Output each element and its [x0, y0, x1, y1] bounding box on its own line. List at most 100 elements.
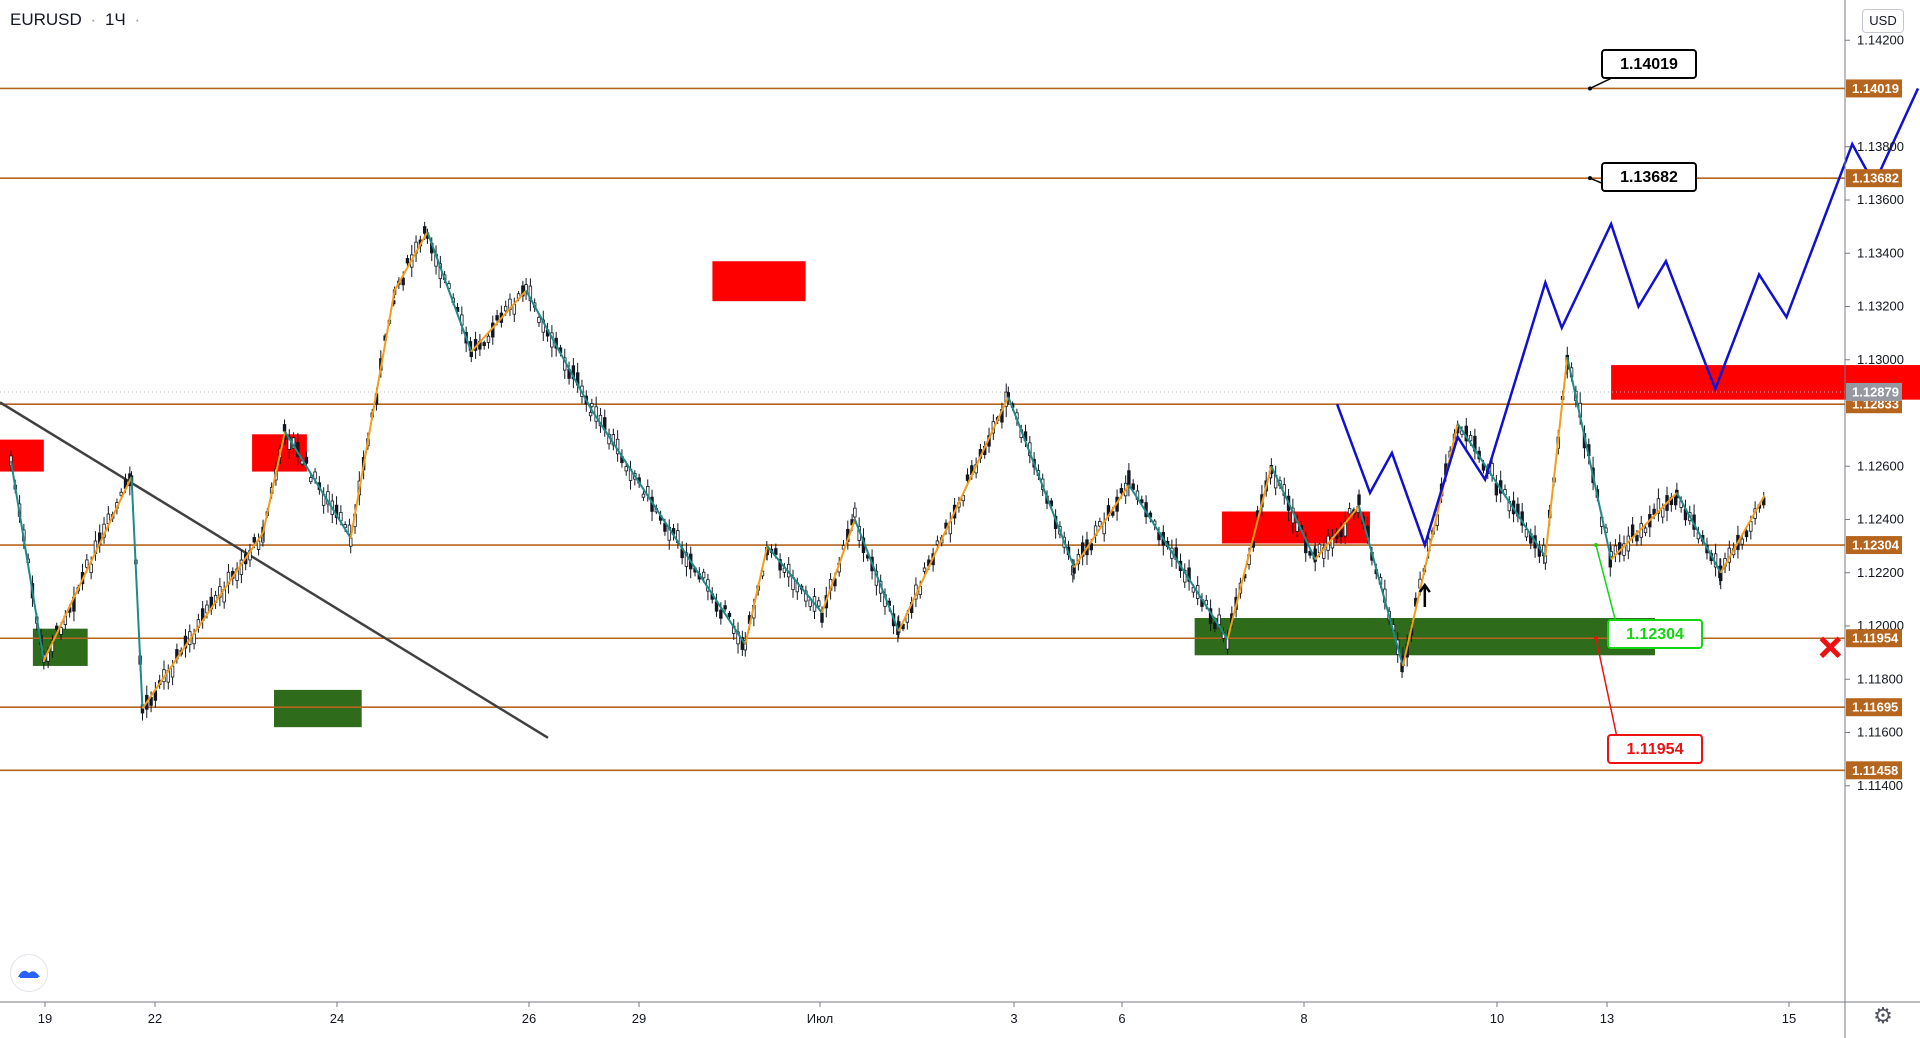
candle-body: [1635, 534, 1639, 542]
wave-segment: [1566, 356, 1613, 560]
y-tick-label: 1.13400: [1857, 245, 1904, 260]
wave-segment: [426, 231, 473, 353]
wave-segment: [766, 545, 823, 614]
interval-label: 1Ч: [104, 10, 126, 29]
y-tick-label: 1.14200: [1857, 32, 1904, 47]
wave-segment: [1314, 505, 1360, 561]
candle-body: [1111, 511, 1115, 516]
supply-zone: [0, 439, 44, 472]
candle-body: [641, 493, 646, 498]
x-tick-label: 3: [1010, 1011, 1017, 1026]
x-tick-label: 13: [1600, 1011, 1614, 1026]
candle-body: [347, 524, 352, 535]
level-tag-label: 1.12304: [1852, 538, 1900, 553]
candle-body: [935, 540, 940, 546]
supply-zone: [712, 261, 806, 302]
candle-body: [1347, 508, 1352, 515]
callout-box: [1601, 49, 1697, 79]
wave-segment: [470, 289, 527, 353]
candle-body: [1317, 543, 1322, 554]
candle-body: [1098, 521, 1102, 527]
wave-segment: [42, 476, 133, 662]
demand-zone: [274, 689, 362, 728]
y-tick-label: 1.13000: [1857, 352, 1904, 367]
candle-body: [1630, 524, 1635, 538]
candle-body: [282, 424, 287, 432]
x-tick-label: 26: [522, 1011, 536, 1026]
trendline: [0, 401, 549, 739]
level-tag: [1846, 698, 1902, 717]
candle-body: [59, 627, 63, 635]
wave-segment: [1676, 492, 1722, 574]
candle-body: [965, 474, 970, 481]
gear-icon[interactable]: ⚙: [1873, 1003, 1893, 1028]
candle-body: [55, 625, 59, 631]
candle-body: [817, 600, 821, 607]
y-tick-label: 1.13600: [1857, 192, 1904, 207]
wave-segment: [897, 396, 1010, 632]
candle-body: [588, 411, 593, 417]
level-tag-label: 1.11458: [1852, 763, 1898, 778]
wave-segment: [1270, 465, 1317, 560]
currency-button[interactable]: USD: [1862, 9, 1904, 33]
callouts-layer: 1.14019 1.13682 1.12304 1.11954: [1588, 49, 1703, 764]
candle-body: [1330, 535, 1335, 549]
candle-body: [482, 342, 486, 346]
x-tick-label: 10: [1490, 1011, 1504, 1026]
wave-segment: [1007, 396, 1076, 568]
callout-label: 1.13682: [1620, 169, 1678, 186]
level-tag: [1846, 169, 1902, 188]
y-tick-label: 1.11600: [1857, 725, 1903, 740]
callout-anchor: [1594, 543, 1598, 548]
x-tick-label: 15: [1782, 1011, 1796, 1026]
levels-layer: [0, 87, 1845, 772]
candle-body: [1719, 565, 1723, 581]
wave-segment: [1719, 495, 1766, 574]
candle-body: [727, 612, 732, 617]
wave-segment: [853, 519, 900, 632]
candle-body: [1643, 527, 1648, 534]
candle-body: [1119, 487, 1124, 494]
candle-body: [183, 635, 188, 649]
level-tag: [1846, 536, 1902, 555]
candle-body: [1740, 538, 1744, 545]
callout-label: 1.12304: [1626, 626, 1684, 643]
candle-body: [1187, 567, 1191, 582]
candle-body: [1225, 638, 1230, 650]
candle-body: [774, 548, 778, 555]
candle-body: [922, 567, 927, 572]
callout-label: 1.11954: [1627, 741, 1684, 758]
level-tag: [1846, 79, 1902, 98]
wave-segment: [393, 231, 429, 292]
level-tag-label: 1.11954: [1852, 631, 1899, 646]
y-tick-label: 1.13200: [1857, 299, 1904, 314]
callout-label: 1.14019: [1620, 56, 1678, 73]
stop-cross-icon: [1819, 636, 1842, 659]
candle-body: [1089, 543, 1093, 551]
wave-segment: [284, 431, 352, 539]
extra-dot: ·: [134, 10, 141, 29]
candle-body: [495, 315, 499, 321]
x-tick-label: 29: [632, 1011, 646, 1026]
wave-segment: [141, 532, 264, 710]
wave-segment: [1456, 423, 1547, 558]
candle-body: [1468, 434, 1473, 442]
x-tick-label: 22: [148, 1011, 162, 1026]
candle-body: [422, 226, 427, 234]
candle-body: [701, 571, 706, 579]
callout-box: [1601, 162, 1697, 192]
callout-box: [1607, 619, 1703, 649]
candle-body: [853, 507, 857, 518]
y-tick-label: 1.12200: [1857, 565, 1904, 580]
level-tag-label: 1.14019: [1852, 81, 1899, 96]
symbol-label: EURUSD: [10, 10, 82, 29]
candle-body: [89, 563, 93, 574]
tradingview-logo-icon[interactable]: [10, 954, 48, 992]
separator-dot: ·: [90, 10, 97, 29]
level-tag-label: 1.11695: [1852, 700, 1898, 715]
candle-body: [808, 599, 812, 607]
symbol-header[interactable]: EURUSD · 1Ч ·: [10, 10, 144, 30]
